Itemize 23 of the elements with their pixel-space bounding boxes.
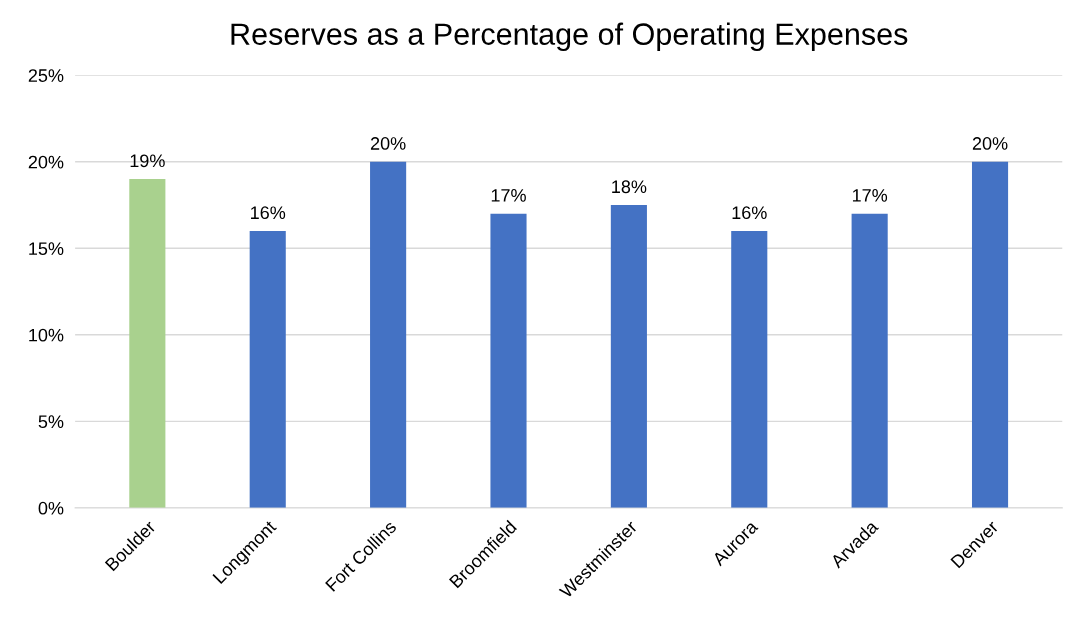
chart-title: Reserves as a Percentage of Operating Expenses [231, 22, 908, 52]
y-tick-label: 15% [29, 242, 64, 256]
bar [490, 213, 527, 508]
y-tick-label: 0% [38, 501, 64, 515]
y-tick-label: 10% [29, 328, 64, 342]
data-label: 17% [852, 189, 888, 202]
y-tick-label: 25% [28, 69, 64, 82]
bar [249, 230, 286, 508]
bar [370, 161, 407, 508]
data-label: 19% [130, 154, 165, 168]
data-label: 16% [251, 206, 286, 220]
bar [129, 179, 166, 508]
bar [851, 213, 888, 508]
data-label: 20% [972, 137, 1008, 150]
bar [610, 205, 647, 508]
y-tick-label: 20% [28, 155, 64, 169]
data-label: 16% [732, 206, 767, 220]
data-label: 17% [491, 189, 526, 202]
y-tick-label: 5% [38, 415, 64, 429]
data-label: 20% [370, 137, 406, 150]
data-label: 18% [612, 180, 647, 194]
bar [731, 230, 768, 508]
bar [971, 161, 1009, 508]
